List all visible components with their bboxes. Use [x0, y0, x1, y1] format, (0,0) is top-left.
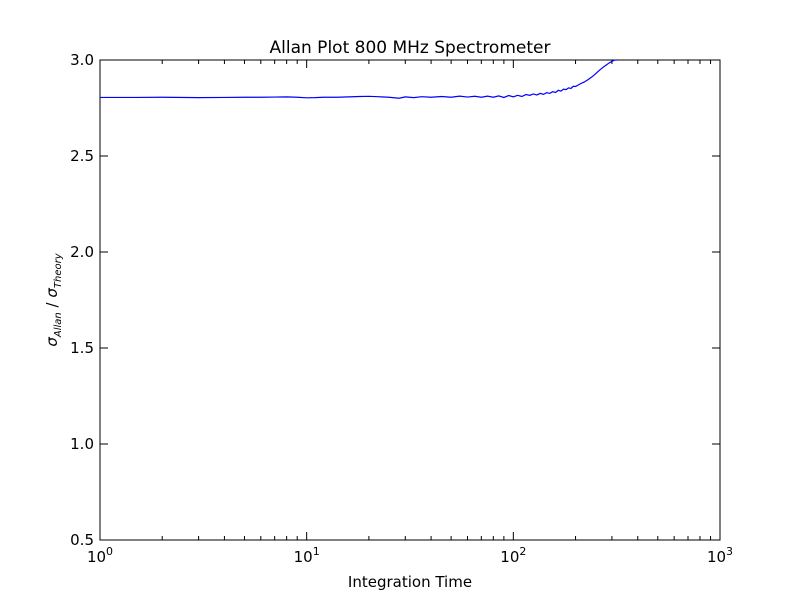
y-axis-label-sigma-2: σ: [43, 288, 61, 298]
chart-title: Allan Plot 800 MHz Spectrometer: [270, 38, 551, 58]
y-axis-label-sigma: σ: [43, 337, 61, 347]
x-tick-labels: 100 101 102 103: [87, 545, 733, 566]
series-line: [100, 60, 618, 99]
x-tick-label: 101: [294, 545, 320, 566]
y-tick-label: 1.0: [70, 435, 94, 453]
plot-frame: [99, 59, 721, 541]
y-tick-label: 2.0: [70, 243, 94, 261]
y-axis-label-slash: /: [43, 298, 61, 313]
y-tick-label: 2.5: [70, 147, 94, 165]
axis-ticks: [99, 59, 721, 541]
y-tick-label: 0.5: [70, 531, 94, 549]
x-tick-label: 102: [500, 545, 526, 566]
y-tick-label: 3.0: [70, 51, 94, 69]
x-tick-label: 100: [87, 545, 113, 566]
y-axis-label: σAllan / σTheory: [43, 252, 64, 346]
y-axis-label-sub-theory: Theory: [53, 252, 64, 288]
y-axis-label-sub-allan: Allan: [53, 312, 64, 338]
x-axis-label: Integration Time: [348, 573, 472, 591]
y-tick-label: 1.5: [70, 339, 94, 357]
y-tick-labels: 0.5 1.0 1.5 2.0 2.5 3.0: [70, 51, 94, 549]
x-tick-label: 103: [707, 545, 733, 566]
